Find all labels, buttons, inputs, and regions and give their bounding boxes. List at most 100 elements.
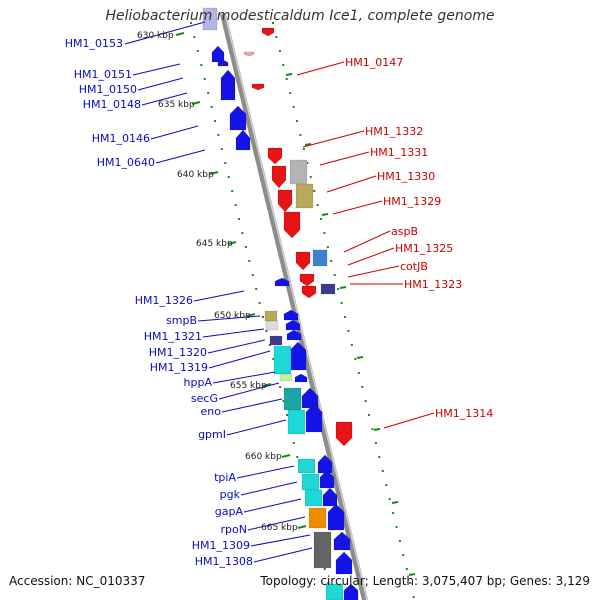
tick-dot: [327, 582, 330, 584]
gene-HM1_0640: [235, 129, 251, 151]
scale-label-645: 645 kbp: [196, 239, 233, 249]
scale-tick: [281, 454, 291, 458]
tick-dot: [296, 120, 298, 122]
tick-dot: [238, 218, 240, 220]
leader-pgk: [240, 481, 298, 496]
tick-dot: [309, 176, 312, 178]
tick-dot: [344, 316, 346, 318]
gene-pgk-arrow: [319, 469, 335, 489]
tick-dot: [378, 456, 381, 458]
tick-dot: [374, 442, 377, 444]
tick-dot: [289, 92, 292, 94]
kbp-dash: [304, 143, 312, 146]
gene-smpB-part: [265, 320, 279, 331]
tick-dot: [337, 288, 340, 290]
gene-label-gpmI: gpmI: [198, 428, 226, 441]
gene-HM1_0147-small: [261, 27, 275, 37]
tick-dot: [323, 232, 326, 234]
tick-dot: [361, 386, 364, 388]
leader-HM1_0640: [155, 149, 206, 164]
gene-label-eno: eno: [201, 405, 222, 418]
gene-HM1_1323: [320, 283, 336, 295]
tick-dot: [210, 106, 213, 108]
leader-secG: [218, 382, 280, 400]
gene-label-HM1_1325: HM1_1325: [395, 242, 453, 255]
tick-dot: [272, 22, 274, 24]
tick-dot: [330, 260, 333, 262]
gene-HM1_0147: [251, 83, 265, 91]
leader-HM1_1309: [250, 534, 311, 547]
tick-dot: [279, 386, 282, 388]
tick-dot: [364, 400, 367, 402]
gene-label-HM1_1332: HM1_1332: [365, 125, 423, 138]
gene-HM1_0146: [229, 105, 247, 131]
gene-label-HM1_1309: HM1_1309: [192, 539, 250, 552]
gene-HM1_1332: [267, 147, 283, 165]
gene-HM1_1319: [273, 345, 292, 375]
scale-tick: [209, 171, 219, 175]
tick-dot: [296, 456, 299, 458]
gene-label-pgk: pgk: [220, 488, 241, 501]
tick-dot: [409, 582, 412, 584]
gene-pgk: [301, 473, 320, 491]
gene-HM1_1320: [289, 341, 307, 371]
gene-tpiA: [297, 458, 316, 474]
tick-dot: [193, 36, 196, 38]
leader-HM1_1308: [253, 547, 313, 563]
gene-label-HM1_1323: HM1_1323: [404, 278, 462, 291]
tick-dot: [354, 358, 357, 360]
tick-dot: [395, 526, 398, 528]
scale-label-660: 660 kbp: [245, 452, 282, 462]
gene-label-HM1_1314: HM1_1314: [435, 407, 493, 420]
leader-HM1_1321: [202, 328, 265, 338]
leader-HM1_1326: [193, 290, 245, 302]
topology-text: Topology: circular; Length: 3,075,407 bp…: [260, 574, 590, 588]
tick-dot: [255, 288, 258, 290]
tick-dot: [224, 162, 227, 164]
scale-label-650: 650 kbp: [214, 311, 251, 321]
leader-HM1_1332: [302, 130, 365, 148]
leader-HM1_1329: [332, 200, 383, 215]
gene-label-HM1_1308: HM1_1308: [195, 555, 253, 568]
leader-HM1_1331: [319, 151, 370, 166]
gene-rpoN: [308, 507, 327, 529]
gene-eno: [283, 387, 302, 411]
tick-dot: [347, 330, 350, 332]
tick-dot: [234, 204, 237, 206]
tick-dot: [231, 190, 234, 192]
kbp-dash: [339, 286, 347, 289]
tick-dot: [272, 358, 275, 360]
tick-dot: [368, 414, 370, 416]
gene-label-HM1_0151: HM1_0151: [74, 68, 132, 81]
gene-label-secG: secG: [191, 392, 218, 405]
gene-small-3: [286, 329, 302, 341]
leader-gpmI: [226, 419, 287, 436]
tick-dot: [220, 148, 223, 150]
gene-label-aspB: aspB: [391, 225, 418, 238]
leader-HM1_0153: [124, 21, 206, 45]
tick-dot: [405, 568, 408, 570]
tick-dot: [207, 92, 210, 94]
tick-dot: [385, 484, 388, 486]
tick-dot: [190, 22, 192, 24]
scale-labels: 630 kbp 635 kbp 640 kbp 645 kbp 650 kbp …: [137, 31, 298, 533]
scale-label-665: 665 kbp: [261, 523, 298, 533]
tick-dot: [306, 162, 309, 164]
tick-dot: [282, 64, 285, 66]
scale-tick: [175, 32, 185, 36]
scale-ticks: [175, 32, 307, 529]
tick-dot: [262, 316, 264, 318]
gene-gapA-arrow: [322, 487, 338, 507]
gene-cotJB: [299, 273, 315, 287]
inner-tick-dots: [272, 22, 416, 598]
tick-dot: [292, 106, 295, 108]
tick-dot: [282, 400, 285, 402]
scale-label-640: 640 kbp: [177, 170, 214, 180]
genome-backbone: [220, 13, 368, 600]
tick-dot: [412, 596, 415, 598]
scale-tick: [262, 383, 272, 387]
leader-HM1_0151: [132, 63, 181, 76]
leader-HM1_1320: [207, 339, 266, 354]
gene-HM1_1330: [295, 183, 314, 209]
gene-label-hppA: hppA: [184, 376, 213, 389]
